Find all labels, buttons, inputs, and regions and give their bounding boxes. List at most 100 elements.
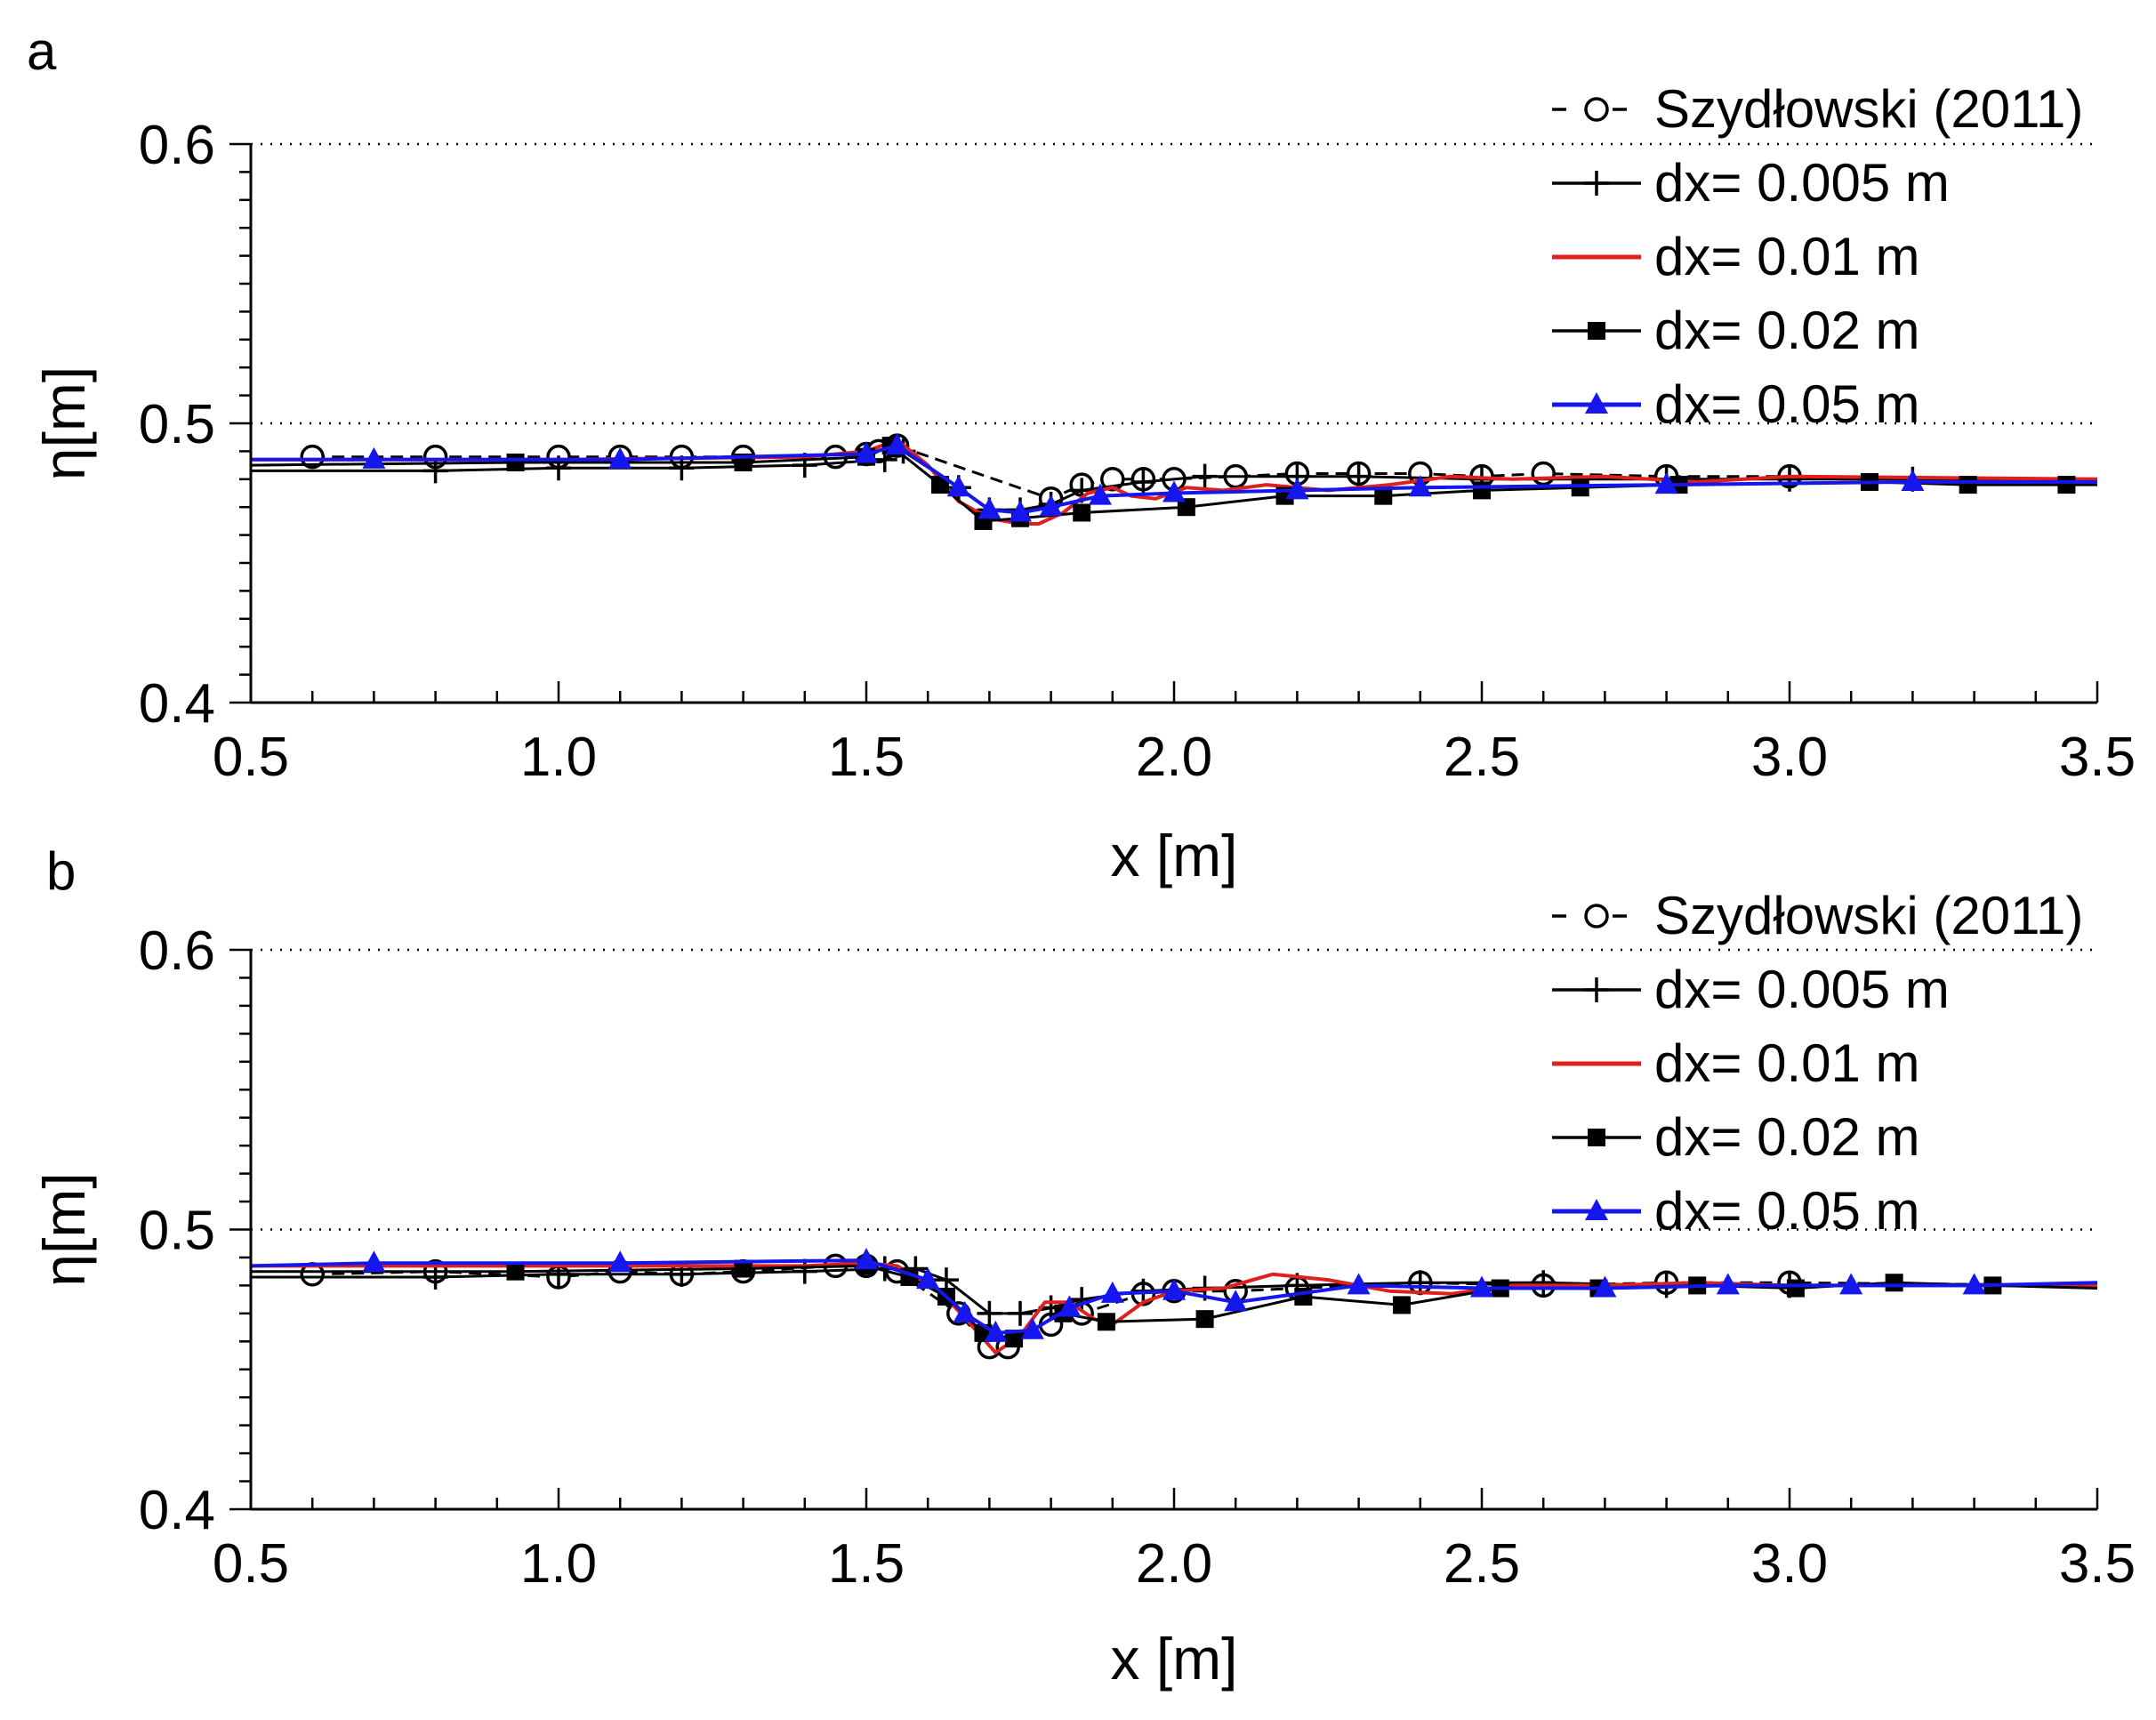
legend-label: dx= 0.05 m bbox=[1654, 1181, 1920, 1241]
data-point-dx-0-005-m bbox=[1531, 1270, 1557, 1296]
legend-marker bbox=[1584, 977, 1609, 1002]
data-point-dx-0-05-m bbox=[977, 497, 1002, 519]
data-point-dx-0-02-m bbox=[1473, 481, 1491, 500]
legend-label: dx= 0.02 m bbox=[1654, 1107, 1920, 1167]
legend-label: Szydłowski (2011) bbox=[1654, 886, 2083, 945]
legend-item-dx-0-05-m: dx= 0.05 m bbox=[1552, 374, 1920, 434]
legend-marker bbox=[1584, 171, 1609, 196]
data-point-dx-0-005-m bbox=[1130, 469, 1156, 494]
y-tick-label: 0.5 bbox=[139, 1201, 215, 1262]
legend-marker bbox=[1585, 392, 1608, 414]
y-tick-label: 0.4 bbox=[139, 673, 215, 735]
x-tick-label: 1.0 bbox=[520, 1533, 597, 1595]
legend-label: dx= 0.005 m bbox=[1654, 960, 1950, 1019]
panel-b: b 0.5 1.0 1.5 2.0 2.5 3.0 3.50.40.50.6x [m]η[m… bbox=[31, 841, 2136, 1692]
y-tick-label: 0.4 bbox=[139, 1480, 215, 1541]
data-point-dx-0-005-m bbox=[1192, 463, 1218, 489]
data-point-dx-0-05-m bbox=[885, 433, 909, 455]
data-point-dx-0-005-m bbox=[422, 1264, 448, 1290]
data-point-dx-0-05-m bbox=[1039, 494, 1063, 517]
data-point-dx-0-005-m bbox=[1346, 463, 1372, 489]
data-point-dx-0-02-m bbox=[1393, 1296, 1412, 1314]
data-point-dx-0-005-m bbox=[792, 1258, 817, 1284]
data-point-dx-0-02-m bbox=[1885, 1274, 1903, 1292]
x-tick-label: 3.5 bbox=[2059, 727, 2136, 788]
data-point-dx-0-05-m bbox=[855, 441, 878, 463]
panel-label-a: a bbox=[27, 21, 57, 81]
data-point-dx-0-05-m bbox=[608, 1250, 632, 1273]
data-point-dx-0-05-m bbox=[1162, 1278, 1186, 1300]
data-point-dx-0-05-m bbox=[1224, 1290, 1248, 1312]
data-point-dx-0-05-m bbox=[362, 446, 386, 469]
data-point-dx-0-02-m bbox=[1097, 1313, 1115, 1331]
legend-item-dx-0-02-m: dx= 0.02 m bbox=[1552, 301, 1920, 360]
panel-label-b: b bbox=[46, 841, 76, 901]
y-tick-label: 0.5 bbox=[139, 394, 215, 455]
data-point-dx-0-05-m bbox=[1408, 475, 1432, 497]
y-tick-label: 0.6 bbox=[139, 920, 215, 982]
x-tick-label: 3.5 bbox=[2059, 1533, 2136, 1595]
x-tick-label: 0.5 bbox=[213, 727, 289, 788]
legend-label: dx= 0.02 m bbox=[1654, 301, 1920, 360]
y-axis-label: η[m] bbox=[31, 366, 97, 480]
data-point-dx-0-05-m bbox=[1009, 500, 1032, 522]
data-point-dx-0-02-m bbox=[734, 1259, 752, 1278]
data-point-dx-0-005-m bbox=[977, 1300, 1002, 1326]
data-point-dx-0-05-m bbox=[362, 1250, 386, 1273]
data-point-dx-0-02-m bbox=[506, 453, 525, 471]
data-point-dx-0-05-m bbox=[608, 446, 632, 469]
x-tick-label: 1.5 bbox=[828, 727, 905, 788]
data-point-dx-0-05-m bbox=[1088, 483, 1112, 505]
legend-marker bbox=[1585, 1199, 1608, 1220]
data-point-dx-0-02-m bbox=[1005, 1330, 1024, 1348]
data-point-dx-0-05-m bbox=[855, 1248, 878, 1270]
data-point-dx-0-05-m bbox=[1839, 1273, 1863, 1295]
data-point-dx-0-05-m bbox=[1593, 1275, 1617, 1298]
legend-item-dx-0-01-m: dx= 0.01 m bbox=[1552, 227, 1920, 286]
data-point-szyd-owski-2011 bbox=[1531, 461, 1556, 486]
data-point-dx-0-02-m bbox=[2057, 476, 2076, 494]
data-point-dx-0-05-m bbox=[1716, 1273, 1740, 1295]
data-point-dx-0-02-m bbox=[931, 476, 950, 494]
data-point-dx-0-05-m bbox=[1162, 480, 1186, 502]
x-tick-label: 2.0 bbox=[1136, 727, 1212, 788]
data-point-dx-0-05-m bbox=[1901, 469, 1925, 491]
legend-label: dx= 0.005 m bbox=[1654, 153, 1950, 213]
data-point-dx-0-02-m bbox=[1571, 478, 1589, 497]
series-line-dx-0-005-m bbox=[251, 1267, 2097, 1315]
x-axis-label: x [m] bbox=[1111, 823, 1238, 888]
x-tick-label: 2.0 bbox=[1136, 1533, 1212, 1595]
data-point-dx-0-05-m bbox=[1962, 1273, 1986, 1295]
x-axis-label: x [m] bbox=[1111, 1626, 1238, 1692]
legend-item-dx-0-05-m: dx= 0.05 m bbox=[1552, 1181, 1920, 1241]
x-tick-label: 3.0 bbox=[1751, 727, 1828, 788]
x-tick-label: 1.0 bbox=[520, 727, 597, 788]
data-point-dx-0-05-m bbox=[953, 1300, 977, 1322]
legend-label: Szydłowski (2011) bbox=[1654, 79, 2083, 139]
x-tick-label: 2.5 bbox=[1444, 727, 1520, 788]
x-tick-label: 3.0 bbox=[1751, 1533, 1828, 1595]
data-point-dx-0-05-m bbox=[1020, 1317, 1044, 1339]
series-line-dx-0-05-m bbox=[251, 444, 2097, 515]
legend-label: dx= 0.01 m bbox=[1654, 227, 1920, 286]
y-tick-label: 0.6 bbox=[139, 115, 215, 176]
legend-marker bbox=[1588, 1129, 1605, 1146]
data-point-dx-0-02-m bbox=[1195, 1310, 1214, 1329]
data-point-dx-0-05-m bbox=[1285, 478, 1309, 500]
data-point-dx-0-05-m bbox=[916, 1267, 940, 1290]
x-tick-label: 0.5 bbox=[213, 1533, 289, 1595]
data-point-dx-0-005-m bbox=[1008, 1300, 1033, 1326]
data-point-dx-0-005-m bbox=[1777, 466, 1802, 492]
data-point-dx-0-02-m bbox=[1959, 476, 1977, 494]
data-point-dx-0-05-m bbox=[984, 1320, 1008, 1342]
data-point-dx-0-02-m bbox=[1786, 1279, 1805, 1298]
legend-item-dx-0-005-m: dx= 0.005 m bbox=[1552, 960, 1950, 1019]
legend-marker bbox=[1584, 904, 1609, 928]
data-point-dx-0-02-m bbox=[1374, 486, 1393, 505]
data-point-dx-0-05-m bbox=[1058, 1295, 1082, 1317]
legend-item-szyd-owski-2011: Szydłowski (2011) bbox=[1552, 886, 2083, 945]
data-point-dx-0-05-m bbox=[1100, 1281, 1124, 1303]
data-point-dx-0-05-m bbox=[1347, 1273, 1371, 1295]
data-point-dx-0-05-m bbox=[1654, 472, 1678, 494]
